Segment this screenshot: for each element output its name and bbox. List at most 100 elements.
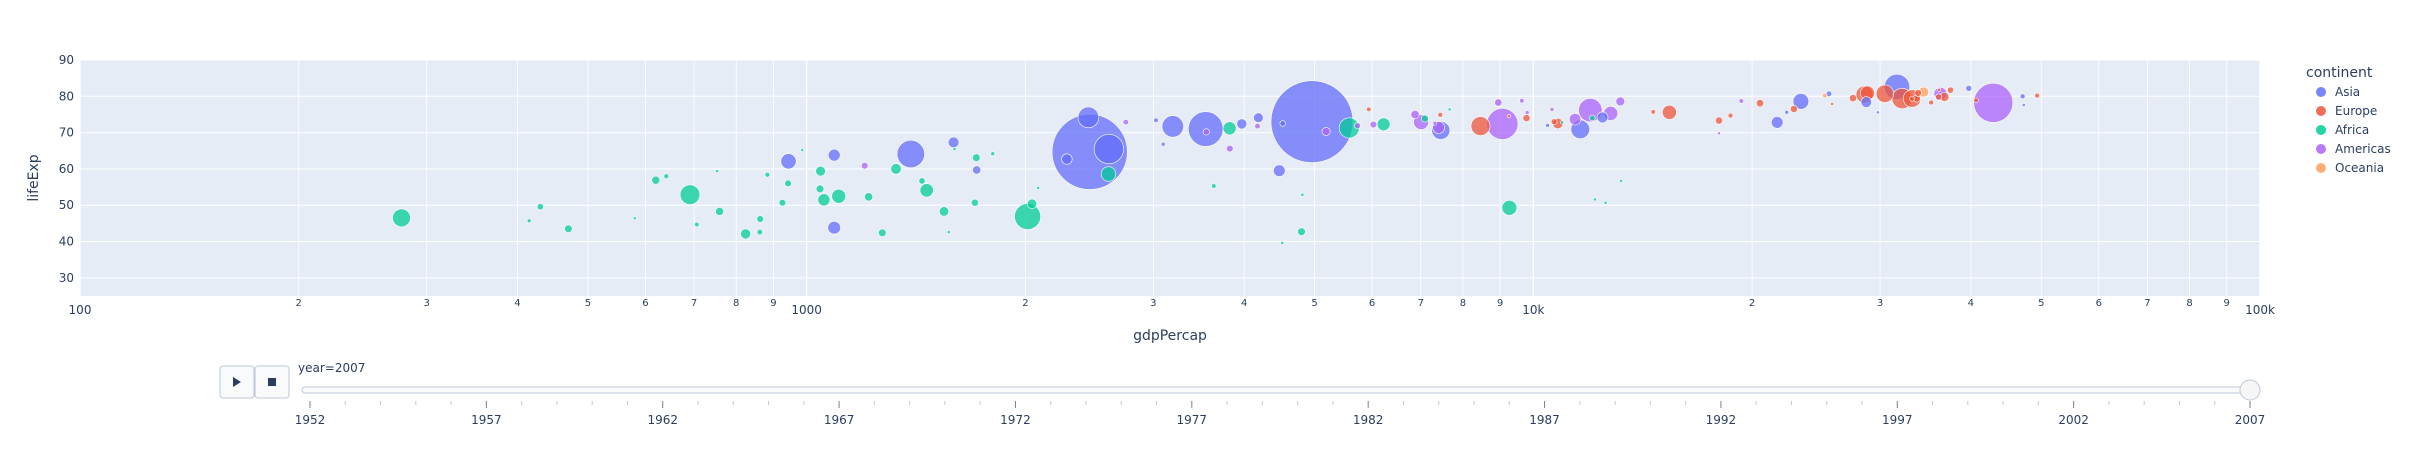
legend-item-asia[interactable]: Asia: [2316, 85, 2360, 99]
bubble-asia[interactable]: [896, 139, 925, 169]
bubble-europe[interactable]: [1437, 112, 1444, 118]
bubble-africa[interactable]: [1619, 178, 1624, 183]
play-button[interactable]: [219, 365, 255, 399]
bubble-asia[interactable]: [1770, 116, 1784, 129]
slider-step-label[interactable]: 2002: [2058, 413, 2089, 427]
bubble-asia[interactable]: [827, 221, 841, 235]
bubble-africa[interactable]: [740, 228, 751, 240]
bubble-africa[interactable]: [526, 218, 532, 224]
bubble-africa[interactable]: [1211, 183, 1217, 189]
bubble-africa[interactable]: [1222, 121, 1237, 136]
bubble-asia[interactable]: [1279, 120, 1286, 127]
slider-rail[interactable]: [301, 386, 2253, 394]
bubble-africa[interactable]: [778, 199, 787, 207]
bubble-asia[interactable]: [1596, 111, 1609, 124]
bubble-asia[interactable]: [1061, 153, 1073, 165]
bubble-oceania[interactable]: [1822, 92, 1828, 99]
bubble-africa[interactable]: [800, 148, 805, 152]
slider-step-label[interactable]: 1982: [1353, 413, 1384, 427]
bubble-europe[interactable]: [1650, 109, 1656, 115]
bubble-africa[interactable]: [694, 221, 700, 228]
bubble-americas[interactable]: [1568, 113, 1582, 126]
bubble-europe[interactable]: [1715, 116, 1723, 125]
bubble-americas[interactable]: [1122, 118, 1129, 126]
slider-step-label[interactable]: 1962: [647, 413, 678, 427]
bubble-asia[interactable]: [1236, 118, 1248, 130]
bubble-europe[interactable]: [1947, 86, 1955, 94]
bubble-americas[interactable]: [1717, 131, 1721, 136]
legend-item-oceania[interactable]: Oceania: [2316, 161, 2384, 175]
legend-item-americas[interactable]: Americas: [2316, 142, 2391, 156]
bubble-asia[interactable]: [1792, 93, 1810, 110]
bubble-asia[interactable]: [972, 165, 982, 175]
bubble-americas[interactable]: [1354, 122, 1361, 129]
bubble-asia[interactable]: [780, 153, 797, 170]
bubble-africa[interactable]: [890, 163, 902, 175]
bubble-africa[interactable]: [918, 177, 926, 185]
bubble-europe[interactable]: [1914, 89, 1922, 97]
bubble-americas[interactable]: [1519, 98, 1525, 104]
bubble-americas[interactable]: [1321, 127, 1331, 136]
bubble-africa[interactable]: [831, 188, 847, 204]
bubble-africa[interactable]: [817, 193, 831, 207]
bubble-africa[interactable]: [679, 184, 701, 205]
bubble-americas[interactable]: [1549, 107, 1555, 112]
bubble-africa[interactable]: [663, 173, 670, 179]
bubble-africa[interactable]: [651, 175, 661, 185]
bubble-asia[interactable]: [827, 148, 841, 162]
bubble-europe[interactable]: [1830, 102, 1835, 106]
bubble-asia[interactable]: [1160, 141, 1166, 147]
bubble-africa[interactable]: [990, 151, 996, 156]
legend-item-europe[interactable]: Europe: [2316, 104, 2377, 118]
slider-step-label[interactable]: 1987: [1529, 413, 1560, 427]
bubble-africa[interactable]: [756, 229, 763, 236]
bubble-africa[interactable]: [756, 215, 764, 223]
bubble-africa[interactable]: [1036, 185, 1041, 190]
bubble-europe[interactable]: [1756, 99, 1765, 108]
bubble-africa[interactable]: [1297, 227, 1306, 236]
bubble-europe[interactable]: [1973, 97, 1979, 103]
bubble-europe[interactable]: [1470, 116, 1491, 136]
bubble-africa[interactable]: [1100, 166, 1117, 182]
bubble-africa[interactable]: [972, 153, 981, 162]
bubble-africa[interactable]: [1014, 203, 1042, 230]
bubble-asia[interactable]: [1253, 112, 1264, 123]
bubble-asia[interactable]: [1545, 123, 1550, 128]
bubble-americas[interactable]: [1738, 98, 1744, 104]
bubble-europe[interactable]: [1935, 93, 1943, 101]
bubble-africa[interactable]: [1376, 117, 1391, 132]
bubble-africa[interactable]: [715, 169, 720, 174]
stop-button[interactable]: [254, 365, 290, 399]
bubble-americas[interactable]: [1494, 98, 1503, 107]
bubble-europe[interactable]: [1366, 106, 1372, 112]
slider-step-label[interactable]: 1957: [471, 413, 502, 427]
bubble-asia[interactable]: [1784, 110, 1789, 115]
bubble-africa[interactable]: [392, 208, 411, 228]
legend-item-africa[interactable]: Africa: [2316, 123, 2369, 137]
bubble-africa[interactable]: [938, 206, 950, 217]
bubble-europe[interactable]: [1928, 99, 1934, 106]
bubble-americas[interactable]: [1369, 120, 1378, 129]
bubble-africa[interactable]: [1421, 114, 1429, 123]
bubble-africa[interactable]: [1501, 200, 1518, 216]
bubble-africa[interactable]: [764, 171, 771, 178]
bubble-africa[interactable]: [864, 192, 874, 202]
bubble-europe[interactable]: [1790, 105, 1798, 113]
bubble-americas[interactable]: [1486, 108, 1519, 140]
bubble-asia[interactable]: [1153, 117, 1159, 123]
bubble-africa[interactable]: [1280, 241, 1285, 245]
bubble-europe[interactable]: [1875, 84, 1894, 103]
bubble-africa[interactable]: [715, 206, 724, 216]
bubble-africa[interactable]: [878, 228, 887, 238]
slider-step-label[interactable]: 1972: [1000, 413, 1031, 427]
bubble-asia[interactable]: [2019, 93, 2026, 100]
bubble-americas[interactable]: [1432, 120, 1438, 126]
bubble-asia[interactable]: [1860, 96, 1873, 108]
bubble-africa[interactable]: [536, 203, 544, 211]
bubble-africa[interactable]: [952, 147, 957, 151]
bubble-americas[interactable]: [1524, 110, 1530, 115]
bubble-europe[interactable]: [1849, 94, 1858, 103]
bubble-africa[interactable]: [1603, 200, 1608, 205]
bubble-europe[interactable]: [2034, 92, 2040, 99]
bubble-asia[interactable]: [1077, 106, 1100, 129]
